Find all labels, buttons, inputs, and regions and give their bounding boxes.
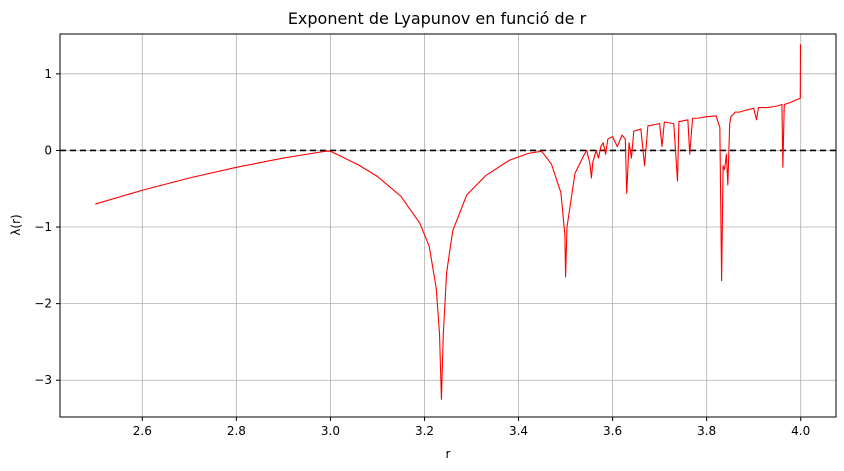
y-tick-label: −1 (34, 220, 52, 234)
chart-title: Exponent de Lyapunov en funció de r (288, 9, 587, 28)
x-axis-label: r (446, 447, 451, 461)
x-tick-label: 3.8 (697, 424, 716, 438)
y-axis-ticks: 1 0 −1 −2 −3 (34, 67, 60, 387)
x-axis-ticks: 2.6 2.8 3.0 3.2 3.4 3.6 3.8 4.0 (133, 417, 810, 438)
x-tick-label: 3.4 (509, 424, 528, 438)
grid-lines (60, 34, 836, 417)
data-series (95, 44, 802, 400)
x-tick-label: 2.8 (227, 424, 246, 438)
y-tick-label: 0 (44, 143, 52, 157)
lyapunov-series-line (95, 44, 802, 400)
x-tick-label: 3.0 (321, 424, 340, 438)
y-axis-label: λ(r) (9, 214, 23, 235)
x-tick-label: 2.6 (133, 424, 152, 438)
x-tick-label: 4.0 (791, 424, 810, 438)
y-tick-label: −3 (34, 373, 52, 387)
x-tick-label: 3.6 (603, 424, 622, 438)
plot-frame (59, 33, 837, 418)
x-tick-label: 3.2 (415, 424, 434, 438)
y-tick-label: −2 (34, 297, 52, 311)
y-tick-label: 1 (44, 67, 52, 81)
